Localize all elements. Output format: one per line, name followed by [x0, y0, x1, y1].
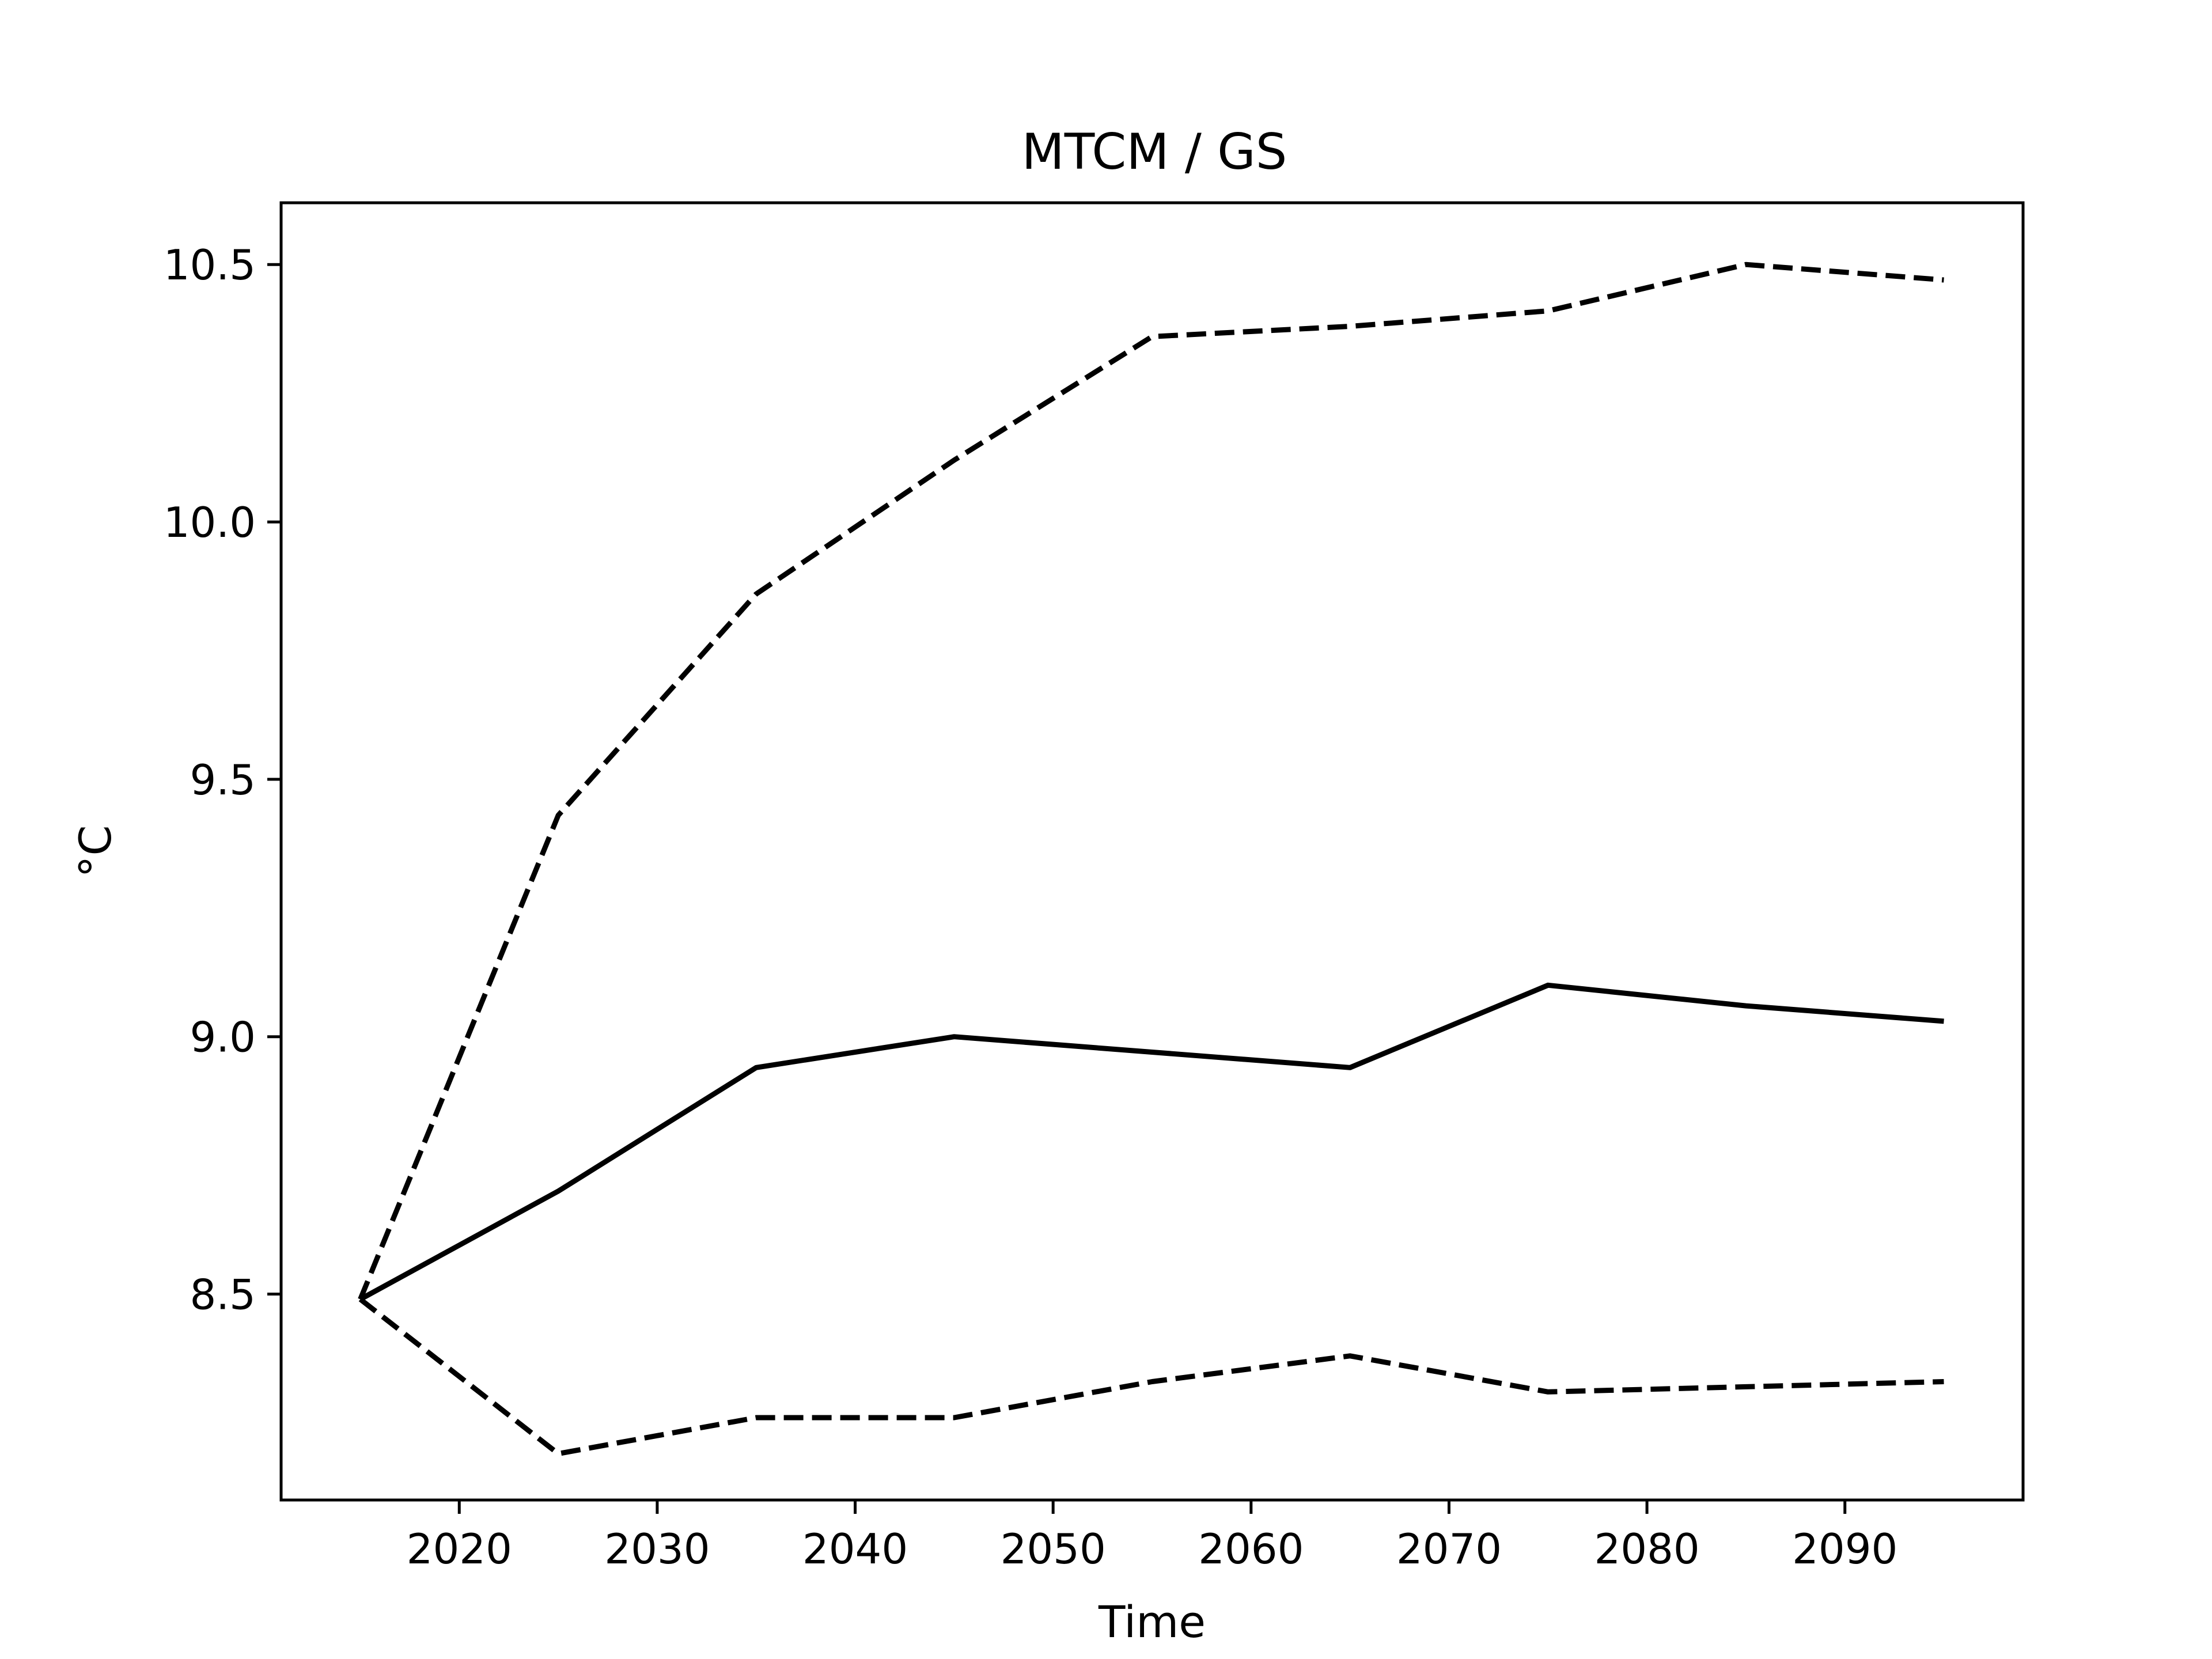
y-tick-label: 10.0	[164, 498, 256, 547]
x-tick-label: 2060	[1198, 1525, 1304, 1573]
chart-title: MTCM / GS	[1022, 123, 1287, 181]
x-tick-label: 2070	[1396, 1525, 1502, 1573]
y-tick-label: 8.5	[190, 1271, 256, 1319]
x-axis: 2020 2030 2040 2050 2060 2070 2080 2090	[407, 1500, 1897, 1573]
x-tick-label: 2080	[1594, 1525, 1699, 1573]
series-line-lower	[358, 1297, 1944, 1457]
x-tick-label: 2050	[1001, 1525, 1106, 1573]
x-axis-label: Time	[1098, 1596, 1206, 1647]
y-tick-label: 9.5	[190, 756, 256, 804]
y-axis: 8.5 9.0 9.5 10.0 10.5	[164, 241, 281, 1319]
x-tick-label: 2030	[604, 1525, 710, 1573]
plot-frame	[279, 201, 2025, 1502]
plot-series	[358, 262, 1944, 1457]
x-tick-label: 2090	[1792, 1525, 1897, 1573]
series-line-upper	[358, 262, 1944, 1301]
series-line-median	[359, 982, 1944, 1302]
x-tick-label: 2040	[802, 1525, 908, 1573]
y-axis-label: °C	[70, 825, 121, 877]
y-tick-label: 9.0	[190, 1013, 256, 1062]
y-tick-label: 10.5	[164, 241, 256, 289]
x-tick-label: 2020	[407, 1525, 512, 1573]
